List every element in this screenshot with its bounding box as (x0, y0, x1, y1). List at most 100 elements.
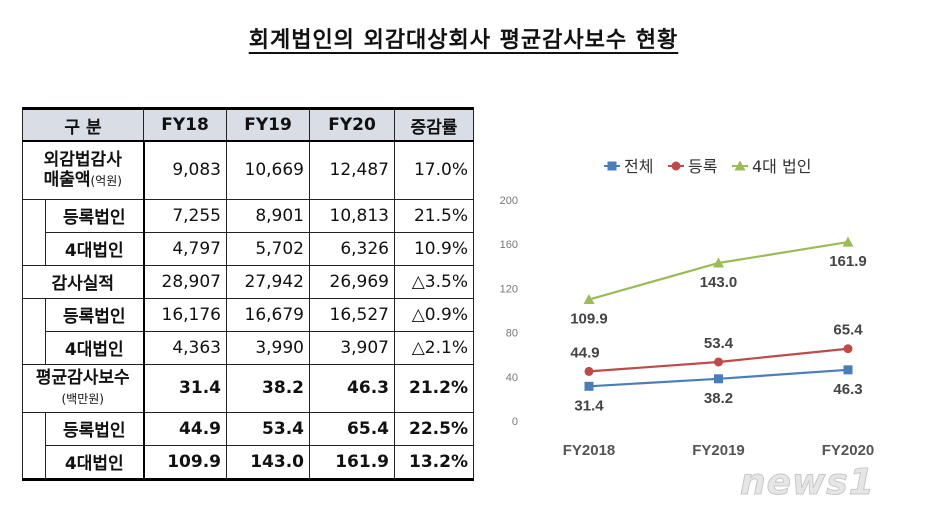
cell: 12,487 (309, 140, 395, 200)
data-point (714, 357, 723, 367)
data-point (714, 374, 723, 384)
cell: 10,669 (226, 140, 310, 200)
table-row: 4대법인 4,363 3,990 3,907 △2.1% (22, 330, 474, 365)
header-category: 구 분 (22, 108, 144, 142)
cell: 9,083 (143, 140, 227, 200)
data-point (713, 257, 724, 268)
row-label: 등록법인 (45, 198, 145, 233)
row-label: 4대법인 (45, 330, 145, 365)
y-tick-label: 200 (500, 195, 518, 207)
cell: 7,255 (143, 198, 227, 233)
cell: 8,901 (226, 198, 310, 233)
data-point (842, 236, 854, 247)
data-label: 46.3 (833, 381, 862, 398)
line-chart: 0 40 80 120 160 200 FY2018 FY2019 FY2020 전체 등록 4대 법… (500, 157, 875, 459)
page-title: 회계법인의 외감대상회사 평균감사보수 현황 (248, 28, 679, 53)
table-row: 4대법인 4,797 5,702 6,326 10.9% (22, 231, 474, 266)
cell: 22.5% (394, 411, 474, 446)
cell: 16,679 (226, 297, 310, 332)
cell: 4,363 (143, 330, 227, 365)
cell: 27,942 (226, 264, 310, 299)
table-row: 등록법인 16,176 16,679 16,527 △0.9% (22, 297, 474, 332)
data-point (843, 365, 853, 375)
indent (22, 331, 46, 364)
legend-label: 전체 (624, 157, 653, 176)
table-header-row: 구 분 FY18 FY19 FY20 증감률 (22, 108, 474, 142)
indent (22, 445, 46, 479)
cell: 143.0 (226, 444, 310, 480)
row-label: 4대법인 (45, 444, 145, 480)
row-label: 외감법감사 매출액(억원) (22, 140, 145, 200)
data-label: 53.4 (704, 335, 734, 352)
data-point (584, 366, 594, 376)
table-row: 감사실적 28,907 27,942 26,969 △3.5% (22, 264, 474, 299)
row-label: 감사실적 (22, 264, 145, 299)
header-change-rate: 증감률 (394, 108, 474, 142)
cell: 109.9 (143, 444, 227, 480)
header-fy18: FY18 (143, 108, 227, 142)
cell: 21.5% (394, 198, 474, 233)
cell: 6,326 (309, 231, 395, 266)
cell: 3,907 (309, 330, 395, 365)
cell: 53.4 (226, 411, 310, 446)
cell: 161.9 (309, 444, 395, 480)
y-tick-label: 0 (512, 416, 518, 428)
cell: △2.1% (394, 330, 474, 365)
legend-marker (671, 161, 681, 171)
cell: 26,969 (309, 264, 395, 299)
y-tick-label: 80 (506, 328, 518, 340)
data-point (843, 344, 853, 354)
cell: 5,702 (226, 231, 310, 266)
data-label: 65.4 (833, 322, 863, 339)
y-tick-label: 120 (500, 283, 518, 295)
x-tick-label: FY2020 (822, 442, 875, 459)
table-row: 등록법인 44.9 53.4 65.4 22.5% (22, 411, 474, 446)
indent (22, 199, 46, 232)
data-label: 44.9 (570, 344, 599, 361)
cell: 16,527 (309, 297, 395, 332)
cell: 4,797 (143, 231, 227, 266)
table-row: 외감법감사 매출액(억원) 9,083 10,669 12,487 17.0% (22, 140, 474, 200)
data-label: 31.4 (574, 397, 604, 414)
legend-label: 4대 법인 (752, 157, 811, 176)
row-label: 등록법인 (45, 411, 145, 446)
cell: 46.3 (309, 363, 395, 413)
cell: 10.9% (394, 231, 474, 266)
table-row: 4대법인 109.9 143.0 161.9 13.2% (22, 444, 474, 480)
cell: 28,907 (143, 264, 227, 299)
data-label: 38.2 (704, 390, 733, 407)
cell: 44.9 (143, 411, 227, 446)
table-row: 평균감사보수 (백만원) 31.4 38.2 46.3 21.2% (22, 363, 474, 413)
indent (22, 298, 46, 331)
table-row: 등록법인 7,255 8,901 10,813 21.5% (22, 198, 474, 233)
cell: 17.0% (394, 140, 474, 200)
data-point (584, 381, 594, 391)
data-label: 109.9 (570, 311, 608, 328)
row-label: 4대법인 (45, 231, 145, 266)
indent (22, 412, 46, 445)
cell: 65.4 (309, 411, 395, 446)
legend-label: 등록 (688, 157, 717, 176)
watermark-logo: news1 (740, 462, 875, 504)
audit-fee-table: 구 분 FY18 FY19 FY20 증감률 외감법감사 매출액(억원) 9,0… (22, 107, 474, 481)
row-label: 평균감사보수 (백만원) (22, 363, 145, 413)
cell: 3,990 (226, 330, 310, 365)
cell: 21.2% (394, 363, 474, 413)
cell: 16,176 (143, 297, 227, 332)
x-tick-label: FY2018 (563, 442, 616, 459)
x-tick-label: FY2019 (692, 442, 745, 459)
data-label: 161.9 (829, 253, 867, 270)
indent (22, 232, 46, 265)
header-fy20: FY20 (309, 108, 395, 142)
cell: 31.4 (143, 363, 227, 413)
cell: 13.2% (394, 444, 474, 480)
legend-marker (607, 161, 617, 171)
cell: 10,813 (309, 198, 395, 233)
data-label: 143.0 (700, 274, 738, 291)
y-tick-label: 40 (506, 372, 518, 384)
data-point (583, 294, 595, 305)
cell: △3.5% (394, 264, 474, 299)
legend-marker (734, 160, 746, 171)
y-tick-label: 160 (500, 239, 518, 251)
cell: 38.2 (226, 363, 310, 413)
